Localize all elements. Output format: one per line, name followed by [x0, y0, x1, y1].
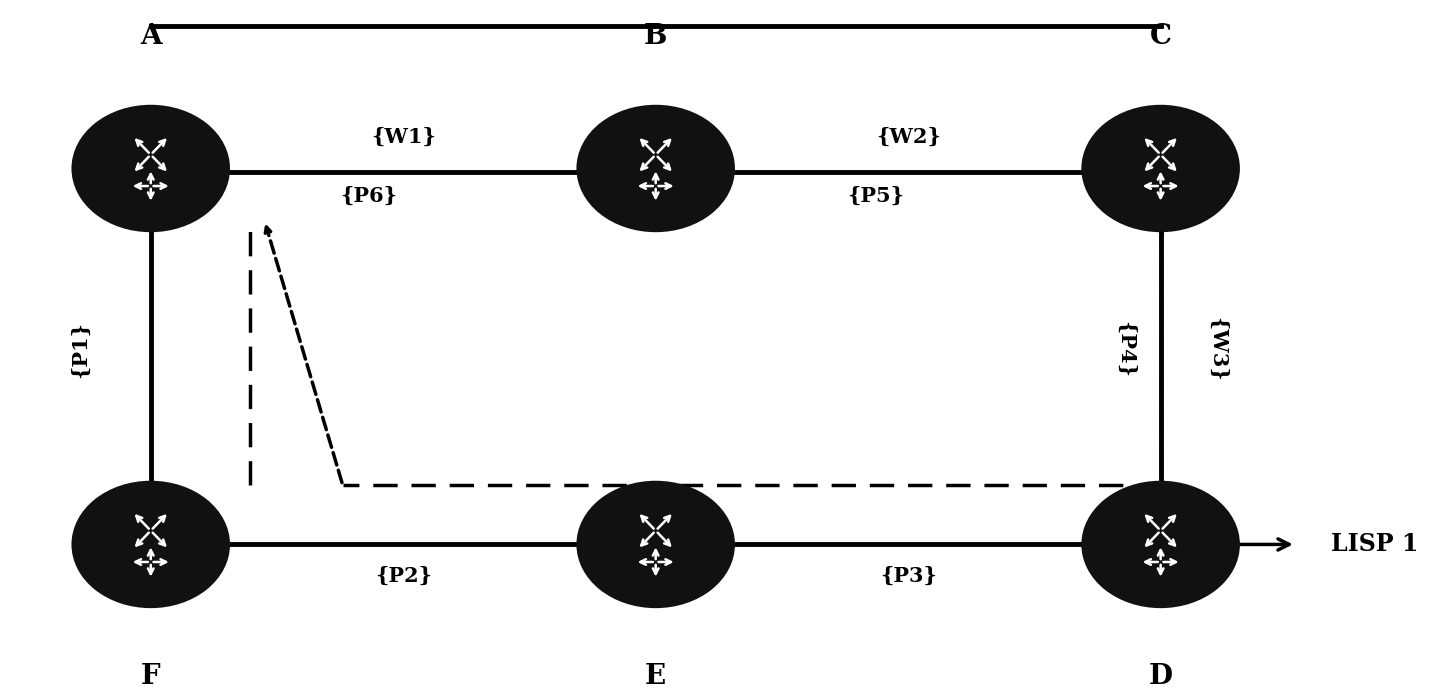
- Text: A: A: [140, 22, 161, 50]
- Ellipse shape: [1083, 106, 1238, 231]
- Ellipse shape: [72, 106, 229, 231]
- Text: D: D: [1149, 663, 1172, 690]
- Text: C: C: [1149, 22, 1172, 50]
- Ellipse shape: [577, 106, 734, 231]
- Text: {P6}: {P6}: [340, 187, 397, 206]
- Text: {P4}: {P4}: [1115, 321, 1135, 378]
- Ellipse shape: [72, 482, 229, 607]
- Text: {P3}: {P3}: [880, 565, 937, 586]
- Text: {P2}: {P2}: [376, 565, 432, 586]
- Text: {P5}: {P5}: [848, 187, 904, 206]
- Ellipse shape: [1083, 482, 1238, 607]
- Text: B: B: [644, 22, 667, 50]
- Text: F: F: [141, 663, 160, 690]
- Text: LISP 1: LISP 1: [1332, 533, 1418, 556]
- Text: {W2}: {W2}: [877, 127, 942, 147]
- Text: {W1}: {W1}: [372, 127, 436, 147]
- Text: E: E: [645, 663, 667, 690]
- Ellipse shape: [577, 482, 734, 607]
- Text: {P1}: {P1}: [69, 321, 89, 378]
- Text: {W3}: {W3}: [1208, 317, 1227, 382]
